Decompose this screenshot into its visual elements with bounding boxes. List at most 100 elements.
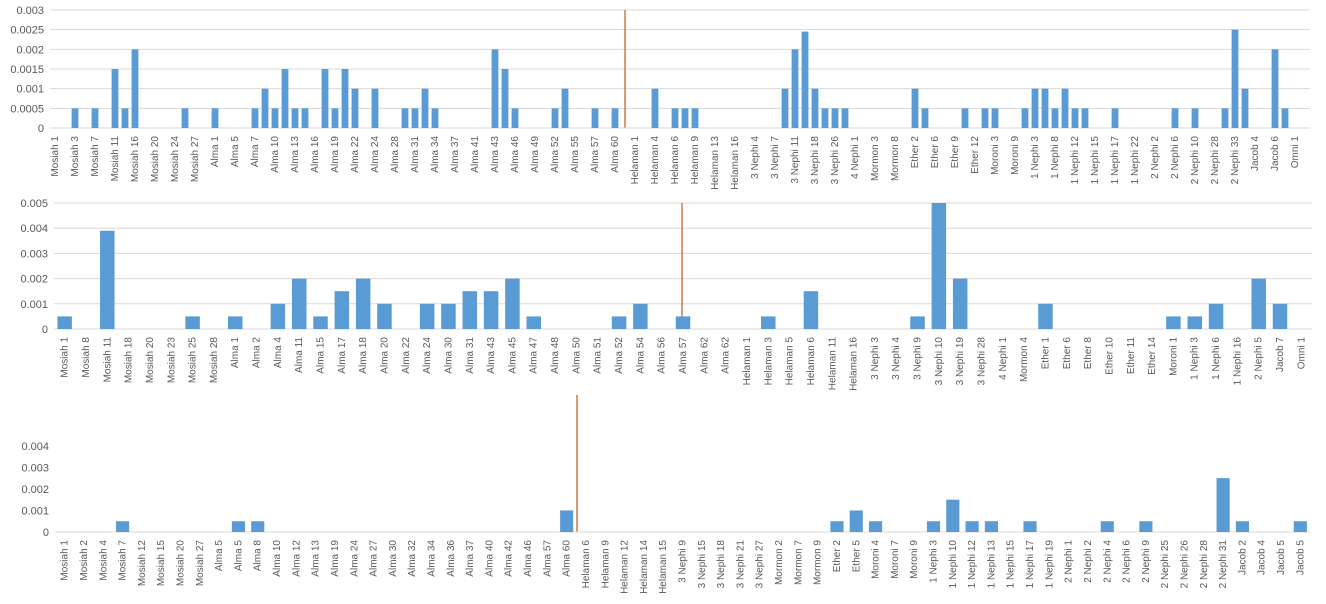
- x-tick-label: Mosiah 20: [145, 337, 156, 384]
- bar: [1081, 108, 1089, 128]
- bar: [1021, 108, 1029, 128]
- bar: [931, 203, 947, 329]
- bar: [611, 316, 627, 329]
- x-tick-label: 3 Nephi 28: [977, 337, 988, 386]
- bar: [1271, 49, 1279, 129]
- bar: [849, 510, 863, 532]
- x-tick-label: Ether 1: [1040, 337, 1051, 370]
- x-tick-label: Alma 11: [294, 337, 305, 373]
- bar: [926, 521, 941, 532]
- x-tick-label: Alma 34: [427, 540, 438, 577]
- x-tick-label: Helaman 1: [742, 337, 753, 386]
- bar: [1241, 88, 1249, 128]
- bar: [831, 108, 839, 128]
- x-tick-label: Ether 2: [910, 136, 921, 169]
- y-tick-label: 0.002: [16, 44, 44, 56]
- x-tick-label: Jacob 5: [1295, 540, 1306, 575]
- bar: [1031, 88, 1039, 128]
- x-tick-label: Alma 46: [510, 136, 521, 173]
- x-tick-label: Ether 6: [1062, 337, 1073, 370]
- x-tick-label: 1 Nephi 13: [986, 540, 997, 589]
- x-tick-label: Alma 57: [590, 136, 601, 173]
- x-tick-label: Alma 40: [484, 540, 495, 577]
- x-tick-label: Ether 5: [851, 540, 862, 573]
- bar: [57, 316, 72, 329]
- x-tick-label: Alma 37: [465, 540, 476, 577]
- x-tick-label: Alma 18: [358, 337, 369, 374]
- x-tick-label: Mormon 9: [813, 540, 824, 585]
- x-tick-label: Ether 8: [1083, 337, 1094, 370]
- x-tick-label: Alma 60: [562, 540, 573, 577]
- x-tick-label: 3 Nephi 19: [955, 337, 966, 386]
- bar: [1191, 108, 1199, 128]
- x-tick-label: 1 Nephi 19: [1044, 540, 1055, 589]
- x-tick-label: 4 Nephi 1: [998, 337, 1009, 380]
- x-tick-label: Mormon 3: [870, 136, 881, 181]
- x-tick-label: Mosiah 7: [118, 540, 129, 581]
- bar: [334, 291, 350, 329]
- bar: [419, 303, 435, 329]
- bar: [526, 316, 541, 329]
- x-tick-label: 2 Nephi 4: [1102, 540, 1113, 583]
- y-tick-label: 0.0005: [10, 103, 44, 115]
- bar: [251, 108, 259, 128]
- x-tick-label: 2 Nephi 33: [1230, 136, 1241, 185]
- bar: [1221, 108, 1229, 128]
- x-tick-label: Alma 36: [446, 540, 457, 577]
- x-tick-label: Alma 30: [388, 540, 399, 577]
- x-tick-label: Ether 10: [1104, 337, 1115, 375]
- bar: [633, 303, 648, 329]
- x-tick-label: 3 Nephi 9: [913, 337, 924, 380]
- x-tick-label: Alma 10: [270, 136, 281, 173]
- bar: [1208, 303, 1224, 329]
- x-tick-label: 1 Nephi 15: [1006, 540, 1017, 589]
- bar: [591, 108, 599, 128]
- x-tick-label: Omni 1: [1290, 136, 1301, 169]
- bar: [691, 108, 699, 128]
- x-tick-label: Mosiah 24: [170, 136, 181, 183]
- bar: [121, 108, 129, 128]
- bar: [1061, 88, 1069, 128]
- bar: [211, 108, 219, 128]
- x-tick-label: Alma 2: [252, 337, 263, 369]
- bar: [1187, 316, 1202, 329]
- x-tick-label: Alma 34: [430, 136, 441, 173]
- x-tick-label: Helaman 6: [670, 136, 681, 185]
- x-tick-label: Alma 49: [530, 136, 541, 173]
- x-tick-label: 1 Nephi 3: [1030, 136, 1041, 179]
- x-tick-label: Ether 14: [1147, 337, 1158, 375]
- x-tick-label: Helaman 12: [620, 540, 631, 594]
- x-tick-label: Mosiah 4: [98, 540, 109, 581]
- x-tick-label: 1 Nephi 10: [948, 540, 959, 589]
- bar: [1038, 303, 1053, 329]
- y-tick-label: 0: [42, 324, 48, 336]
- y-tick-label: 0.003: [16, 5, 44, 17]
- x-tick-label: Helaman 13: [710, 136, 721, 190]
- x-tick-label: Mosiah 20: [150, 136, 161, 183]
- bar: [261, 88, 269, 128]
- bar: [511, 108, 519, 128]
- x-tick-label: Alma 43: [490, 136, 501, 173]
- x-tick-label: Moroni 7: [890, 540, 901, 579]
- x-tick-label: 3 Nephi 27: [755, 540, 766, 589]
- x-tick-label: Mormon 2: [774, 540, 785, 585]
- bar: [1071, 108, 1079, 128]
- x-tick-label: 3 Nephi 21: [735, 540, 746, 589]
- y-tick-label: 0.002: [20, 274, 48, 286]
- x-tick-label: 3 Nephi 9: [678, 540, 689, 583]
- x-tick-label: 3 Nephi 4: [891, 337, 902, 380]
- bar: [301, 108, 309, 128]
- x-tick-label: Helaman 16: [849, 337, 860, 391]
- bar: [551, 108, 559, 128]
- bar: [100, 230, 115, 329]
- x-tick-label: Alma 57: [542, 540, 553, 577]
- bar: [281, 69, 289, 128]
- bar: [1171, 108, 1179, 128]
- x-tick-label: Alma 31: [465, 337, 476, 374]
- bar: [611, 108, 619, 128]
- bar: [351, 88, 359, 128]
- bar: [671, 108, 679, 128]
- bar: [821, 108, 829, 128]
- x-tick-label: Helaman 11: [827, 337, 838, 391]
